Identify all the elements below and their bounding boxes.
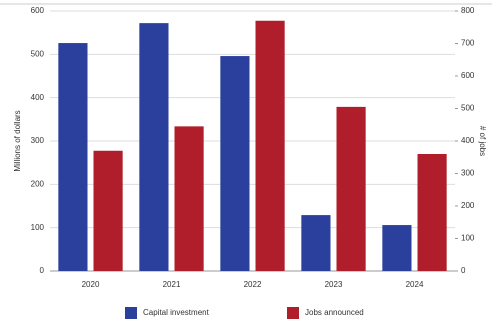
y2-tick-label: 200 [461, 201, 475, 210]
y-tick-label: 100 [31, 223, 45, 232]
y2-tick-label: 0 [461, 266, 466, 275]
y-tick-label: 400 [31, 93, 45, 102]
bar [58, 43, 88, 271]
bar [255, 20, 285, 271]
bar [336, 106, 366, 271]
legend-label: Capital investment [143, 308, 210, 317]
bar [93, 150, 123, 271]
y-tick-label: 300 [31, 136, 45, 145]
legend-swatch [125, 307, 137, 319]
x-tick-label: 2024 [406, 280, 424, 289]
y-tick-label: 200 [31, 179, 45, 188]
y2-tick-label: 700 [461, 39, 475, 48]
bar [220, 56, 250, 271]
bar [174, 126, 204, 271]
y2-tick-label: 600 [461, 71, 475, 80]
y2-tick-label: 400 [461, 136, 475, 145]
bar [139, 23, 169, 272]
x-tick-label: 2020 [82, 280, 100, 289]
x-tick-label: 2021 [163, 280, 181, 289]
legend-label: Jobs announced [305, 308, 364, 317]
y-axis-label: Millions of dollars [13, 110, 22, 171]
bar [301, 215, 331, 271]
y-tick-label: 500 [31, 49, 45, 58]
y-tick-label: 0 [40, 266, 45, 275]
x-tick-label: 2022 [244, 280, 262, 289]
y-tick-label: 600 [31, 6, 45, 15]
bar [382, 225, 412, 271]
x-tick-label: 2023 [325, 280, 343, 289]
y2-tick-label: 100 [461, 234, 475, 243]
bar [417, 154, 447, 271]
y2-tick-label: 800 [461, 6, 475, 15]
legend-swatch [287, 307, 299, 319]
y2-tick-label: 300 [461, 169, 475, 178]
y2-tick-label: 500 [461, 104, 475, 113]
y2-axis-label: # of jobs [478, 126, 487, 156]
